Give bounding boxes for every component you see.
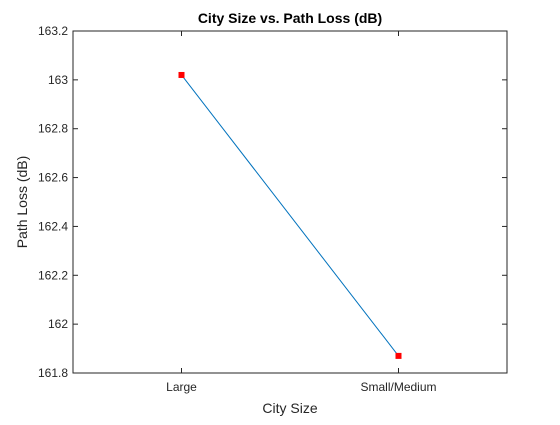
x-tick-label: Small/Medium	[360, 380, 436, 394]
chart-title: City Size vs. Path Loss (dB)	[198, 10, 382, 26]
y-axis: 161.8 162 162.2 162.4 162.6 162.8 163 163.2	[38, 24, 507, 380]
data-point-marker	[395, 352, 402, 359]
y-tick-label: 162.6	[38, 171, 68, 185]
x-tick-label: Large	[166, 380, 197, 394]
y-tick-label: 162.4	[38, 219, 68, 233]
y-axis-title: Path Loss (dB)	[14, 156, 30, 249]
data-point-marker	[178, 71, 185, 78]
series-line	[181, 74, 399, 357]
series-layer	[178, 71, 402, 359]
y-tick-label: 163.2	[38, 24, 68, 38]
plot-box	[72, 30, 508, 374]
y-tick-label: 162.2	[38, 268, 68, 282]
x-axis: Large Small/Medium	[166, 31, 437, 394]
y-tick-label: 162	[48, 317, 68, 331]
y-tick-label: 161.8	[38, 366, 68, 380]
x-axis-title: City Size	[262, 400, 317, 416]
plot-area	[73, 31, 507, 373]
y-tick-label: 163	[48, 73, 68, 87]
y-tick-label: 162.8	[38, 122, 68, 136]
